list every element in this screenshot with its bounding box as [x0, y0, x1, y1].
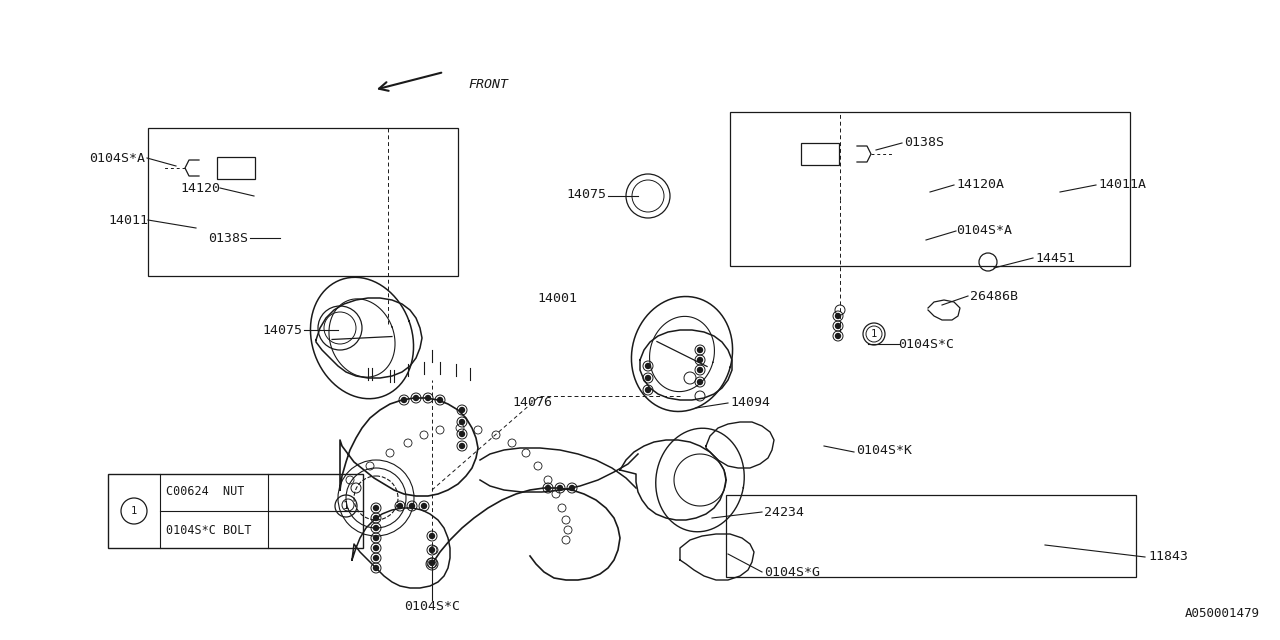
- Circle shape: [460, 408, 465, 413]
- Circle shape: [645, 387, 650, 392]
- Circle shape: [645, 364, 650, 369]
- Circle shape: [430, 547, 434, 552]
- Circle shape: [374, 506, 379, 511]
- Text: 26486B: 26486B: [970, 289, 1018, 303]
- Bar: [148, 128, 458, 276]
- Text: 14011: 14011: [108, 214, 148, 227]
- Text: 14451: 14451: [1036, 252, 1075, 264]
- Text: 14076: 14076: [512, 397, 552, 410]
- Circle shape: [410, 504, 415, 509]
- Text: 14001: 14001: [538, 292, 577, 305]
- Circle shape: [460, 444, 465, 449]
- Circle shape: [836, 323, 841, 328]
- Circle shape: [836, 314, 841, 319]
- Text: 1: 1: [343, 501, 349, 511]
- Bar: [801, 143, 838, 165]
- Circle shape: [460, 431, 465, 436]
- Text: 0104S*G: 0104S*G: [764, 566, 820, 579]
- Text: C00624  NUT: C00624 NUT: [166, 484, 244, 497]
- Text: 14120A: 14120A: [956, 179, 1004, 191]
- Text: 14075: 14075: [566, 189, 605, 202]
- Circle shape: [421, 504, 426, 509]
- Text: 14120: 14120: [180, 182, 220, 195]
- Circle shape: [460, 419, 465, 424]
- Bar: [108, 474, 364, 548]
- Circle shape: [570, 486, 575, 490]
- Circle shape: [698, 380, 703, 385]
- Text: 11843: 11843: [1148, 550, 1188, 563]
- Text: 0138S: 0138S: [904, 136, 945, 150]
- Text: 0104S*A: 0104S*A: [956, 225, 1012, 237]
- Text: 14011A: 14011A: [1098, 179, 1146, 191]
- Bar: [730, 112, 1130, 266]
- Text: 0104S*A: 0104S*A: [90, 152, 145, 164]
- Circle shape: [413, 396, 419, 401]
- Text: 0104S*C: 0104S*C: [404, 600, 460, 612]
- Circle shape: [402, 397, 407, 403]
- Circle shape: [645, 376, 650, 381]
- Circle shape: [374, 536, 379, 541]
- Circle shape: [374, 525, 379, 531]
- Circle shape: [374, 515, 379, 520]
- Circle shape: [698, 358, 703, 362]
- Circle shape: [374, 566, 379, 570]
- Circle shape: [558, 486, 562, 490]
- Text: FRONT: FRONT: [468, 77, 508, 90]
- Circle shape: [430, 534, 434, 538]
- Text: 0104S*C: 0104S*C: [899, 337, 954, 351]
- Text: 14075: 14075: [262, 323, 302, 337]
- Text: 0104S*C BOLT: 0104S*C BOLT: [166, 525, 251, 538]
- Text: 14094: 14094: [730, 397, 771, 410]
- Bar: [726, 495, 1137, 577]
- Text: 0104S*K: 0104S*K: [856, 444, 911, 456]
- Text: 1: 1: [870, 329, 877, 339]
- Circle shape: [398, 504, 402, 509]
- Circle shape: [698, 348, 703, 353]
- Circle shape: [374, 556, 379, 561]
- Bar: [218, 157, 255, 179]
- Circle shape: [698, 367, 703, 372]
- Circle shape: [438, 397, 443, 403]
- Text: 1: 1: [131, 506, 137, 516]
- Circle shape: [430, 561, 434, 566]
- Circle shape: [425, 396, 430, 401]
- Circle shape: [374, 545, 379, 550]
- Circle shape: [545, 486, 550, 490]
- Text: 24234: 24234: [764, 506, 804, 518]
- Circle shape: [836, 333, 841, 339]
- Text: 0138S: 0138S: [207, 232, 248, 244]
- Text: A050001479: A050001479: [1185, 607, 1260, 620]
